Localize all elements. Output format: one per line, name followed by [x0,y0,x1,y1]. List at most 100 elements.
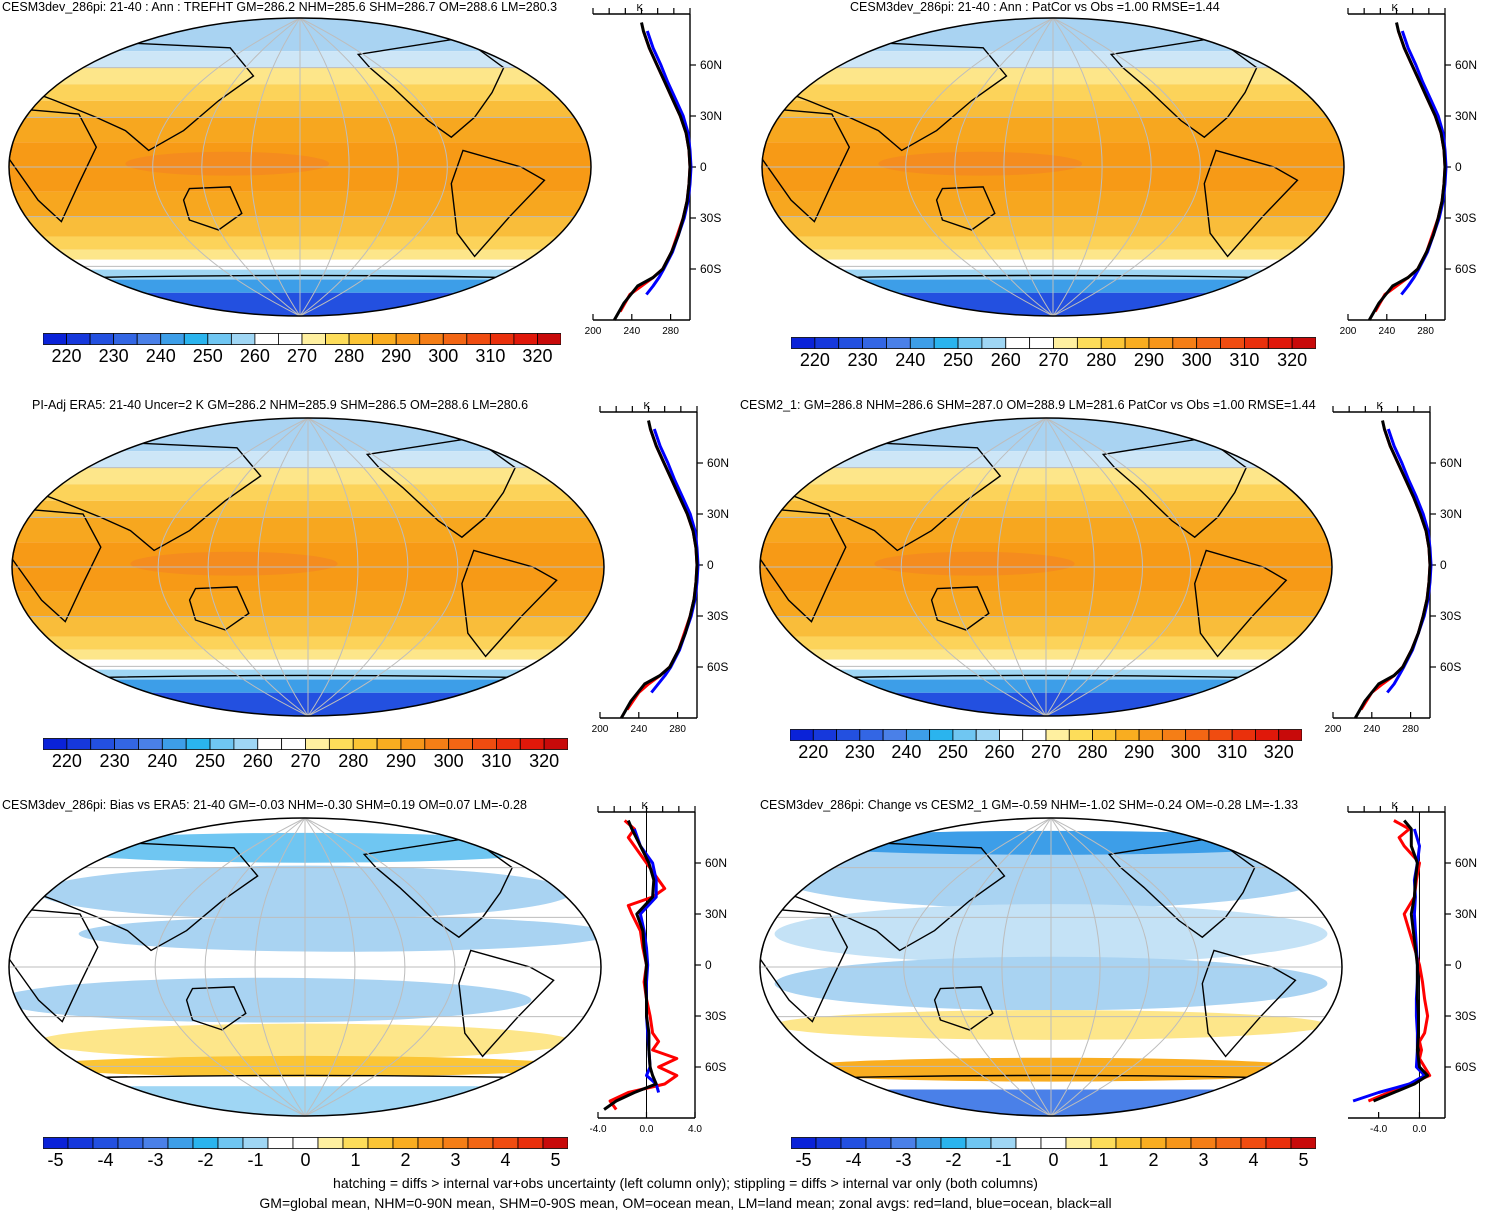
colorbar-swatch [66,738,92,750]
colorbar-swatch [466,333,491,345]
profile-x-tick-label: 200 [1325,724,1342,735]
graticule [762,18,1344,316]
colorbar-tick-label: 310 [475,346,506,366]
panel-title-4: CESM2_1: GM=286.8 NHM=286.6 SHM=287.0 OM… [740,398,1316,412]
profile-x-tick-label: 280 [1402,724,1419,735]
graticule [9,18,591,316]
zonal-avg-line-red [618,30,692,313]
graticule [760,418,1332,716]
colorbar-tick-label: -2 [197,1150,214,1170]
colorbar-swatch [1100,337,1126,349]
colorbar-swatch [301,333,326,345]
colorbar-tick-label: 250 [192,346,223,366]
continent-eurasia [12,442,262,552]
continent-australia [933,986,994,1031]
profile-x-tick-label: 240 [1378,326,1395,337]
continent-australia [935,186,996,231]
colorbar-swatch [242,1137,269,1149]
colorbar-swatch [328,738,354,750]
colorbar-swatch [372,333,397,345]
colorbar-tick-label: 240 [145,346,176,366]
colorbar-swatch [233,738,259,750]
continent-africa [9,908,99,1023]
profile-lat-label: 60N [1455,856,1477,870]
colorbar-swatch [513,333,538,345]
colorbar-tick-label: 260 [984,742,1015,762]
colorbar-swatch [1231,729,1256,741]
continent-eurasia [760,442,1002,552]
colorbar-tick-label: -5 [795,1150,812,1170]
colorbar-swatch [161,738,187,750]
colorbar-swatch [325,333,350,345]
profile-lat-label: 60S [1455,262,1476,276]
map-panel-5 [8,817,602,1117]
colorbar-tick-label: 300 [1170,742,1201,762]
colorbar-swatch [1161,729,1187,741]
continent-africa [760,508,847,623]
colorbar-6: -5 -4 -3 -2 -1 0 1 2 3 4 5 [790,1136,1317,1170]
profile-axes [600,411,698,719]
colorbar-swatch [890,1137,917,1149]
profile-units-label: K [637,3,644,14]
colorbar-tick-label: 280 [1077,742,1108,762]
colorbar-swatch [472,738,497,750]
colorbar-tick-label: -5 [47,1150,64,1170]
profile-lat-label: 0 [1455,160,1462,174]
continent-greenland [1274,430,1310,466]
colorbar-swatch [448,738,473,750]
continent-australia [182,186,243,231]
continent-north-america [1101,437,1248,539]
colorbar-swatch [1185,729,1210,741]
colorbar-swatch [467,1137,494,1149]
colorbar-swatches [790,1137,1317,1149]
colorbar-tick-label: 220 [51,346,82,366]
colorbar-swatch [1208,729,1233,741]
profile-units-label: K [1392,3,1399,14]
zonal-profile-1: K 60N 30N 0 30S 60S 200 240 280 [585,3,722,337]
zonal-avg-line-black [603,819,658,1111]
profile-x-tick-label: -4.0 [590,1124,607,1135]
profile-lat-label: 30N [1455,109,1477,123]
colorbar-swatch [1244,337,1269,349]
colorbar-swatch [281,738,306,750]
profile-x-tick-label: -4.0 [1370,1124,1388,1135]
continent-australia [930,586,990,631]
colorbar-swatch [965,1137,992,1149]
profile-units-label: K [642,801,649,812]
profile-lat-label: 0 [1455,958,1462,972]
colorbar-swatch [367,1137,394,1149]
profile-lat-label: 60S [1440,660,1461,674]
colorbar-swatch [1240,1137,1267,1149]
colorbar-swatch [790,337,816,349]
colorbar-swatch [305,738,330,750]
colorbar-swatch [790,1137,817,1149]
zonal-profile-3: K 60N 30N 0 30S 60S 200 240 280 [592,401,729,735]
colorbar-tick-label: 4 [1248,1150,1259,1170]
profile-lat-label: 0 [707,558,714,572]
bias-anomaly [78,916,601,952]
colorbar-swatch [1140,1137,1167,1149]
profile-x-tick-label: 240 [630,724,647,735]
colorbar-swatch [424,738,450,750]
colorbar-swatch [496,738,521,750]
colorbar-swatch [442,1137,469,1149]
colorbar-swatch [267,1137,294,1149]
warm-pool [874,551,1075,576]
colorbar-tick-label: 290 [1133,350,1164,370]
colorbar-swatch [905,729,931,741]
colorbar-5: -5 -4 -3 -2 -1 0 1 2 3 4 5 [42,1136,569,1170]
zonal-avg-line-red [1373,30,1447,313]
colorbar-swatch [66,333,91,345]
colorbar-swatch [419,333,444,345]
colorbar-swatch [1029,337,1054,349]
profile-units-label: K [1377,401,1384,412]
colorbar-swatch [1190,1137,1217,1149]
colorbar-tick-label: -2 [945,1150,962,1170]
colorbar-tick-label: 3 [1198,1150,1209,1170]
map-panel-2 [761,17,1345,317]
continent-eurasia [762,42,1008,152]
colorbar-swatch [1148,337,1174,349]
profile-lat-label: 30S [700,211,721,225]
profile-units-label: K [1392,801,1399,812]
colorbar-tick-label: 290 [385,751,416,771]
